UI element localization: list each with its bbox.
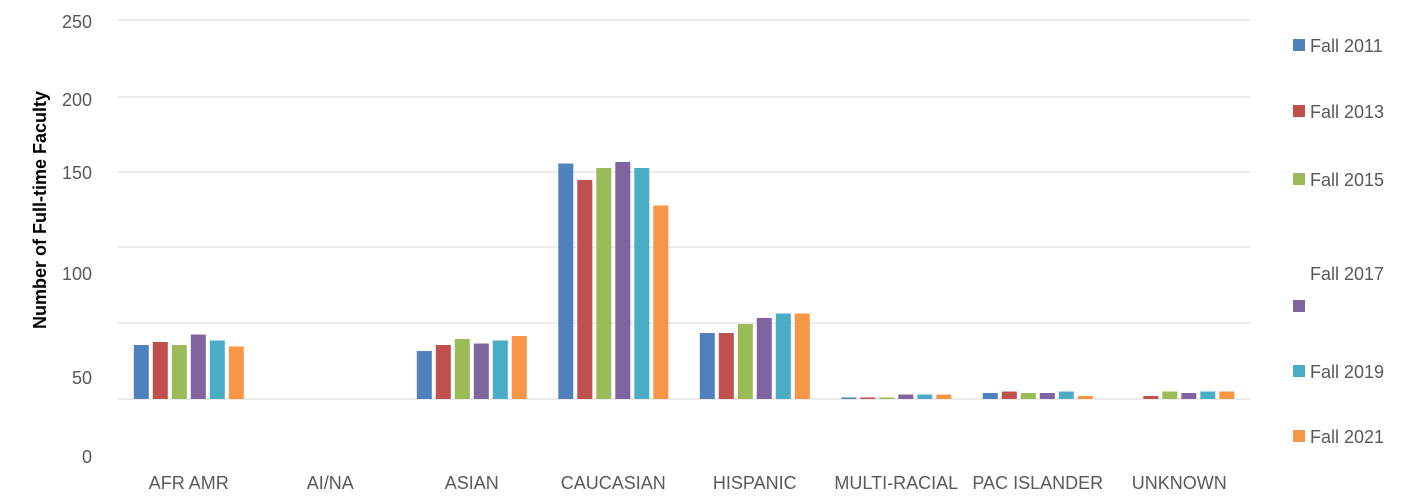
bar-fall-2017 bbox=[1039, 393, 1055, 399]
bar-fall-2011 bbox=[133, 345, 149, 399]
bar-fall-2015 bbox=[1020, 393, 1036, 399]
bar-fall-2013 bbox=[860, 397, 876, 399]
legend-swatch bbox=[1293, 173, 1305, 185]
bar-fall-2013 bbox=[1143, 396, 1159, 399]
x-tick-label: AFR AMR bbox=[149, 473, 229, 493]
x-tick-label: UNKNOWN bbox=[1132, 473, 1227, 493]
bar-fall-2017 bbox=[473, 343, 489, 399]
bar-fall-2021 bbox=[228, 346, 244, 399]
grid-lines bbox=[118, 19, 1250, 400]
bar-fall-2019 bbox=[775, 313, 791, 399]
bar-fall-2019 bbox=[209, 340, 225, 399]
bars bbox=[133, 162, 1235, 399]
legend-label: Fall 2017 bbox=[1310, 264, 1384, 284]
x-axis-ticks: AFR AMR AI/NA ASIAN CAUCASIAN HISPANIC MULTI-… bbox=[149, 473, 1227, 493]
bar-fall-2017 bbox=[756, 318, 772, 399]
x-tick-label: HISPANIC bbox=[713, 473, 797, 493]
x-tick-label: ASIAN bbox=[445, 473, 499, 493]
bar-fall-2013 bbox=[152, 342, 168, 399]
bar-fall-2013 bbox=[435, 345, 451, 399]
bar-fall-2013 bbox=[718, 333, 734, 399]
y-tick-label: 150 bbox=[62, 163, 92, 183]
bar-fall-2011 bbox=[416, 351, 432, 399]
bar-fall-2011 bbox=[558, 163, 574, 399]
bar-fall-2013 bbox=[1001, 391, 1017, 399]
bar-fall-2021 bbox=[794, 313, 810, 399]
bar-fall-2017 bbox=[615, 162, 631, 399]
legend-swatch bbox=[1293, 300, 1305, 312]
bar-fall-2011 bbox=[982, 393, 998, 399]
legend-label: Fall 2013 bbox=[1310, 102, 1384, 122]
bar-fall-2015 bbox=[737, 324, 753, 399]
legend-swatch bbox=[1293, 39, 1305, 51]
bar-fall-2017 bbox=[1181, 393, 1197, 399]
x-tick-label: AI/NA bbox=[307, 473, 354, 493]
bar-fall-2013 bbox=[577, 180, 593, 399]
bar-fall-2019 bbox=[917, 394, 933, 399]
y-tick-label: 50 bbox=[72, 368, 92, 388]
bar-fall-2015 bbox=[454, 339, 470, 399]
bar-fall-2015 bbox=[596, 168, 612, 399]
bar-fall-2015 bbox=[171, 345, 187, 399]
legend: Fall 2011 Fall 2013 Fall 2015 Fall 2017 Fall… bbox=[1293, 36, 1384, 447]
bar-fall-2021 bbox=[936, 394, 952, 399]
bar-fall-2017 bbox=[190, 334, 206, 399]
y-tick-label: 250 bbox=[62, 12, 92, 32]
x-tick-label: MULTI-RACIAL bbox=[834, 473, 958, 493]
legend-label: Fall 2011 bbox=[1310, 36, 1383, 56]
y-tick-label: 200 bbox=[62, 90, 92, 110]
bar-fall-2019 bbox=[1200, 391, 1216, 399]
legend-swatch bbox=[1293, 105, 1305, 117]
x-tick-label: PAC ISLANDER bbox=[972, 473, 1103, 493]
legend-swatch bbox=[1293, 430, 1305, 442]
legend-label: Fall 2019 bbox=[1310, 362, 1384, 382]
bar-fall-2011 bbox=[699, 333, 715, 399]
bar-fall-2019 bbox=[1058, 391, 1074, 399]
bar-fall-2021 bbox=[511, 336, 527, 399]
bar-fall-2017 bbox=[898, 394, 914, 399]
bar-fall-2015 bbox=[879, 397, 895, 399]
y-axis-ticks: 0 50 100 150 200 250 bbox=[62, 12, 92, 467]
bar-fall-2015 bbox=[1162, 391, 1178, 399]
bar-fall-2021 bbox=[1219, 391, 1235, 399]
bar-fall-2019 bbox=[492, 340, 508, 399]
legend-label: Fall 2015 bbox=[1310, 170, 1384, 190]
x-tick-label: CAUCASIAN bbox=[561, 473, 666, 493]
legend-swatch bbox=[1293, 365, 1305, 377]
bar-fall-2011 bbox=[841, 397, 857, 399]
bar-fall-2019 bbox=[634, 168, 650, 399]
bar-fall-2021 bbox=[1077, 396, 1093, 399]
y-tick-label: 100 bbox=[62, 264, 92, 284]
legend-label: Fall 2021 bbox=[1310, 427, 1384, 447]
bar-fall-2021 bbox=[653, 205, 669, 399]
y-tick-label: 0 bbox=[82, 447, 92, 467]
y-axis-label: Number of Full-time Faculty bbox=[30, 91, 50, 329]
